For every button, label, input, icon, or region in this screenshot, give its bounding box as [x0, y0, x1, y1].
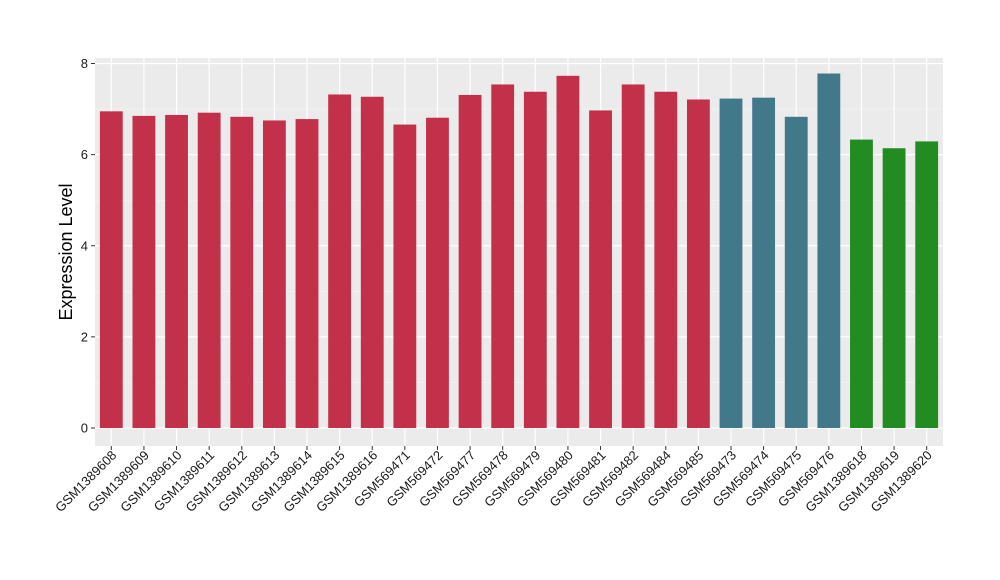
bar — [491, 84, 515, 429]
bar — [99, 111, 123, 428]
y-tick-label: 2 — [81, 329, 88, 344]
bar — [621, 84, 645, 429]
bar — [817, 73, 841, 429]
bar — [719, 98, 743, 428]
y-tick-label: 8 — [81, 56, 88, 71]
bar — [556, 75, 580, 428]
bar — [426, 117, 449, 429]
bar — [654, 91, 678, 428]
y-axis-title: Expression Level — [56, 183, 76, 320]
bar — [850, 139, 873, 429]
bar — [262, 120, 286, 428]
y-tick-label: 6 — [81, 147, 88, 162]
bars — [99, 73, 939, 429]
y-axis: 0 2 4 6 8 — [81, 56, 95, 436]
plot-panel — [95, 58, 943, 446]
bar — [882, 148, 906, 428]
y-tick-label: 0 — [81, 421, 88, 436]
bar — [686, 99, 710, 428]
bar — [132, 115, 156, 428]
bar — [523, 91, 547, 428]
bar — [165, 114, 188, 428]
bar — [589, 110, 612, 428]
bar — [328, 94, 352, 429]
bar — [197, 112, 221, 429]
bar — [458, 94, 482, 429]
bar — [393, 124, 417, 429]
bar — [915, 141, 939, 429]
bar — [295, 119, 319, 429]
bar — [360, 96, 384, 429]
y-tick-label: 4 — [81, 238, 88, 253]
x-axis: GSM1389608GSM1389609GSM1389610GSM1389611… — [52, 446, 935, 515]
bar — [784, 116, 808, 428]
bar — [230, 116, 254, 428]
bar — [752, 97, 776, 428]
